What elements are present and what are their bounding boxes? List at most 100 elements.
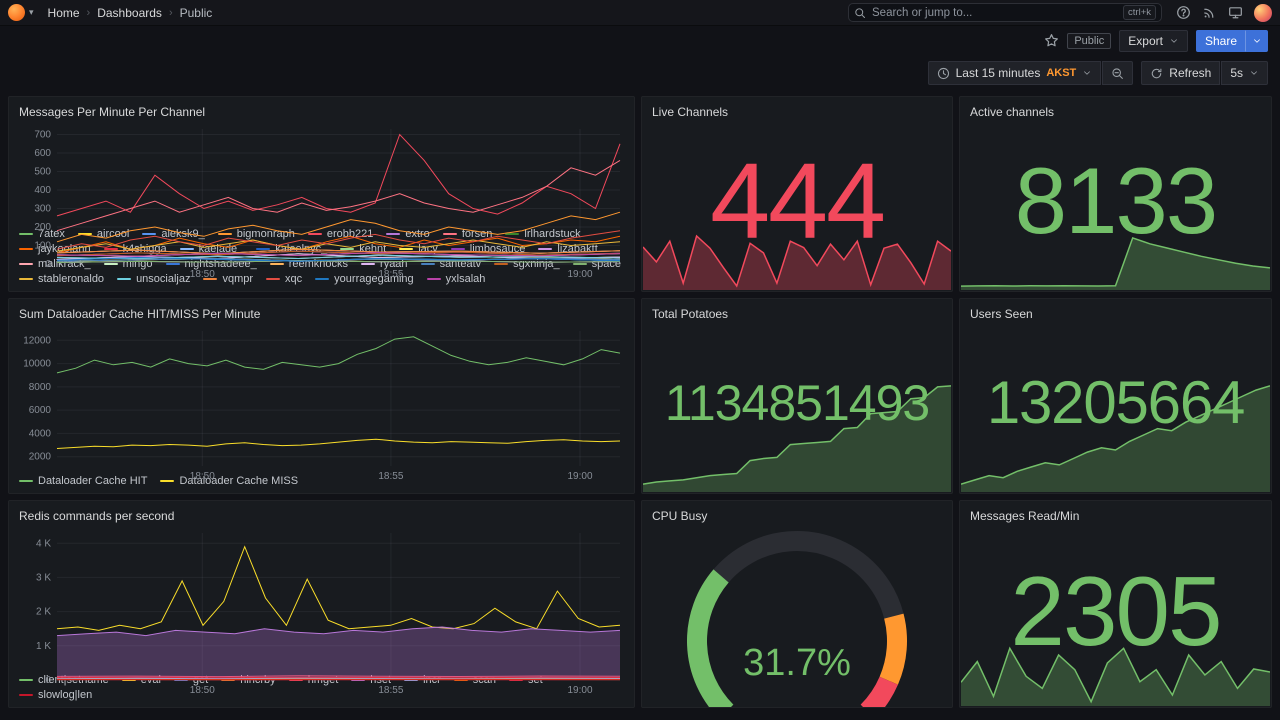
svg-text:100: 100: [34, 241, 51, 252]
rss-icon[interactable]: [1202, 5, 1217, 20]
panel-title: Active channels: [970, 105, 1055, 119]
dataloader-chart[interactable]: 2000 4000 6000 8000 10000 12000 18:50 18:55 19:0…: [19, 326, 624, 482]
messages-chart[interactable]: 0 100 200 300 400 500 600 700 18:50 18:55 19:00: [19, 124, 624, 280]
refresh-group: Refresh 5s: [1141, 61, 1268, 85]
legend-item[interactable]: unsocialjaz: [117, 273, 190, 285]
panel-redis-commands: Redis commands per second 0 1 K 2 K 3 K 4 K 1…: [8, 500, 635, 708]
refresh-interval-dropdown[interactable]: 5s: [1221, 61, 1268, 85]
time-toolbar: Last 15 minutes AKST Refresh 5s: [927, 61, 1268, 85]
legend-item[interactable]: Dataloader Cache MISS: [160, 475, 298, 487]
monitor-icon[interactable]: [1228, 5, 1243, 20]
panel-title: Messages Read/Min: [970, 509, 1080, 523]
svg-text:0: 0: [45, 259, 51, 270]
svg-text:12000: 12000: [23, 335, 51, 346]
panel-title: Total Potatoes: [652, 307, 729, 321]
users-seen-sparkline: [961, 378, 1270, 492]
legend-item[interactable]: sgxninja_: [494, 258, 560, 270]
breadcrumb-home[interactable]: Home: [47, 5, 80, 20]
svg-text:2000: 2000: [29, 452, 52, 463]
legend-item[interactable]: erobb221: [307, 228, 373, 240]
legend-item[interactable]: vqmpr: [203, 273, 253, 285]
svg-text:700: 700: [34, 130, 51, 141]
messages-read-value: 2305: [1010, 556, 1222, 666]
messages-read-sparkline: [961, 644, 1270, 706]
legend-item[interactable]: k4shigga: [103, 243, 167, 255]
svg-text:10000: 10000: [23, 359, 51, 370]
share-button[interactable]: Share: [1195, 29, 1246, 52]
active-channels-sparkline: [961, 234, 1270, 290]
live-channels-value: 444: [710, 140, 886, 261]
svg-text:4 K: 4 K: [36, 538, 51, 549]
panel-title: Messages Per Minute Per Channel: [19, 105, 206, 119]
total-potatoes-sparkline: [643, 378, 951, 492]
star-icon[interactable]: [1044, 33, 1059, 48]
legend-item[interactable]: stableronaldo: [19, 273, 104, 285]
svg-text:500: 500: [34, 167, 51, 178]
svg-text:8000: 8000: [29, 382, 52, 393]
panel-total-potatoes: Total Potatoes 1134851493: [641, 298, 953, 494]
breadcrumb: Home › Dashboards › Public: [48, 6, 213, 20]
cpu-busy-gauge: [650, 527, 944, 707]
cpu-busy-value: 31.7%: [743, 642, 851, 684]
svg-text:18:55: 18:55: [378, 685, 403, 696]
zoom-out-button[interactable]: [1102, 61, 1134, 85]
dashboard-grid: Messages Per Minute Per Channel 0 100 200 3…: [8, 96, 1272, 708]
share-menu-button[interactable]: [1246, 29, 1268, 52]
legend-item[interactable]: Dataloader Cache HIT: [19, 475, 147, 487]
timezone-label: AKST: [1046, 67, 1077, 79]
total-potatoes-value: 1134851493: [664, 375, 930, 431]
user-avatar[interactable]: [1254, 3, 1272, 22]
svg-text:18:55: 18:55: [378, 471, 403, 482]
svg-text:3 K: 3 K: [36, 572, 51, 583]
panel-title: Sum Dataloader Cache HIT/MISS Per Minute: [19, 307, 261, 321]
legend-item[interactable]: 7atex: [19, 228, 65, 240]
time-range-picker[interactable]: Last 15 minutes AKST: [927, 61, 1102, 85]
breadcrumb-current: Public: [179, 5, 213, 20]
legend-item[interactable]: slowlog|len: [19, 689, 92, 701]
active-channels-value: 8133: [1014, 148, 1218, 253]
panel-cpu-busy: CPU Busy 31.7%: [641, 500, 953, 708]
svg-text:200: 200: [34, 222, 51, 233]
legend-item[interactable]: lrlhardstuck: [505, 228, 581, 240]
legend-item[interactable]: forsen: [442, 228, 492, 240]
chevron-down-icon[interactable]: ▾: [29, 7, 34, 17]
svg-text:18:50: 18:50: [190, 269, 215, 280]
legend-item[interactable]: yxlsalah: [426, 273, 485, 285]
svg-text:2 K: 2 K: [36, 607, 51, 618]
search-input[interactable]: Search or jump to... ctrl+k: [848, 3, 1162, 22]
refresh-icon: [1150, 67, 1163, 80]
panel-messages-per-minute: Messages Per Minute Per Channel 0 100 200 3…: [8, 96, 635, 292]
help-icon[interactable]: [1176, 5, 1191, 20]
svg-text:18:50: 18:50: [190, 685, 215, 696]
svg-text:19:00: 19:00: [567, 685, 592, 696]
dataloader-legend: Dataloader Cache HIT Dataloader Cache MIS…: [19, 470, 624, 487]
clock-icon: [937, 67, 950, 80]
shortcut-badge: ctrl+k: [1123, 5, 1156, 20]
legend-item[interactable]: ryaah: [361, 258, 408, 270]
svg-text:400: 400: [34, 185, 51, 196]
live-channels-sparkline: [643, 232, 951, 290]
legend-item[interactable]: nightshadeee_: [165, 258, 257, 270]
panel-dataloader-cache: Sum Dataloader Cache HIT/MISS Per Minute…: [8, 298, 635, 494]
public-tag: Public: [1067, 32, 1112, 49]
legend-item[interactable]: extro: [386, 228, 430, 240]
export-button[interactable]: Export: [1119, 29, 1188, 52]
panel-live-channels: Live Channels 444: [641, 96, 953, 292]
search-icon: [854, 7, 866, 19]
legend-item[interactable]: yourragegaming: [315, 273, 414, 285]
refresh-button[interactable]: Refresh: [1141, 61, 1221, 85]
svg-text:300: 300: [34, 204, 51, 215]
dashboard-actions-bar: Public Export Share: [0, 27, 1280, 54]
svg-text:18:55: 18:55: [378, 269, 403, 280]
legend-item[interactable]: aircool: [77, 228, 129, 240]
panel-active-channels: Active channels 8133: [959, 96, 1272, 292]
svg-text:6000: 6000: [29, 405, 52, 416]
breadcrumb-dashboards[interactable]: Dashboards: [97, 5, 162, 20]
svg-text:0: 0: [45, 675, 51, 686]
breadcrumb-separator: ›: [168, 6, 173, 19]
grafana-logo[interactable]: [8, 4, 25, 21]
legend-item[interactable]: xqc: [266, 273, 302, 285]
svg-text:600: 600: [34, 148, 51, 159]
redis-chart[interactable]: 0 1 K 2 K 3 K 4 K 18:50 18:55 19:00: [19, 528, 624, 696]
panel-title: Redis commands per second: [19, 509, 175, 523]
